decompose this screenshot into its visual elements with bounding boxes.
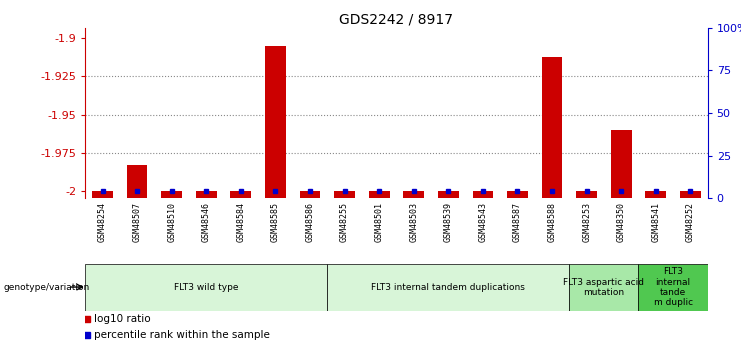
Bar	[639, 264, 708, 310]
Text: log10 ratio: log10 ratio	[93, 314, 150, 324]
Bar	[127, 165, 147, 198]
Text: GSM48255: GSM48255	[340, 201, 349, 242]
Text: GSM48587: GSM48587	[513, 201, 522, 242]
Text: GSM48546: GSM48546	[202, 201, 210, 242]
Bar	[438, 191, 459, 198]
Bar	[507, 191, 528, 198]
Bar	[576, 191, 597, 198]
Bar	[542, 57, 562, 198]
Bar	[265, 46, 286, 198]
Text: GSM48252: GSM48252	[686, 201, 695, 242]
Bar	[230, 191, 251, 198]
Text: GSM48507: GSM48507	[133, 201, 142, 242]
Text: GSM48543: GSM48543	[479, 201, 488, 242]
Text: GSM48510: GSM48510	[167, 201, 176, 242]
Bar	[403, 191, 424, 198]
Bar	[92, 191, 113, 198]
Text: GSM48253: GSM48253	[582, 201, 591, 242]
Text: genotype/variation: genotype/variation	[4, 283, 90, 292]
Text: GSM48585: GSM48585	[271, 201, 280, 242]
Text: GSM48588: GSM48588	[548, 201, 556, 242]
Bar	[196, 191, 216, 198]
Bar	[85, 264, 328, 310]
Text: FLT3 aspartic acid
mutation: FLT3 aspartic acid mutation	[563, 277, 645, 297]
Text: GSM48501: GSM48501	[375, 201, 384, 242]
Bar	[569, 264, 639, 310]
Text: GSM48584: GSM48584	[236, 201, 245, 242]
Bar	[334, 191, 355, 198]
Text: percentile rank within the sample: percentile rank within the sample	[93, 330, 270, 340]
Text: GSM48254: GSM48254	[98, 201, 107, 242]
Text: GSM48541: GSM48541	[651, 201, 660, 242]
Text: FLT3
internal
tande
m duplic: FLT3 internal tande m duplic	[654, 267, 693, 307]
Bar	[299, 191, 320, 198]
Text: GSM48539: GSM48539	[444, 201, 453, 242]
Title: GDS2242 / 8917: GDS2242 / 8917	[339, 12, 453, 27]
Bar	[328, 264, 569, 310]
Text: FLT3 wild type: FLT3 wild type	[174, 283, 239, 292]
Text: GSM48350: GSM48350	[617, 201, 625, 242]
Bar	[645, 191, 666, 198]
Bar	[611, 130, 631, 198]
Bar	[473, 191, 494, 198]
Text: GSM48586: GSM48586	[305, 201, 314, 242]
Bar	[162, 191, 182, 198]
Bar	[680, 191, 701, 198]
Text: FLT3 internal tandem duplications: FLT3 internal tandem duplications	[371, 283, 525, 292]
Text: GSM48503: GSM48503	[409, 201, 418, 242]
Bar	[369, 191, 390, 198]
